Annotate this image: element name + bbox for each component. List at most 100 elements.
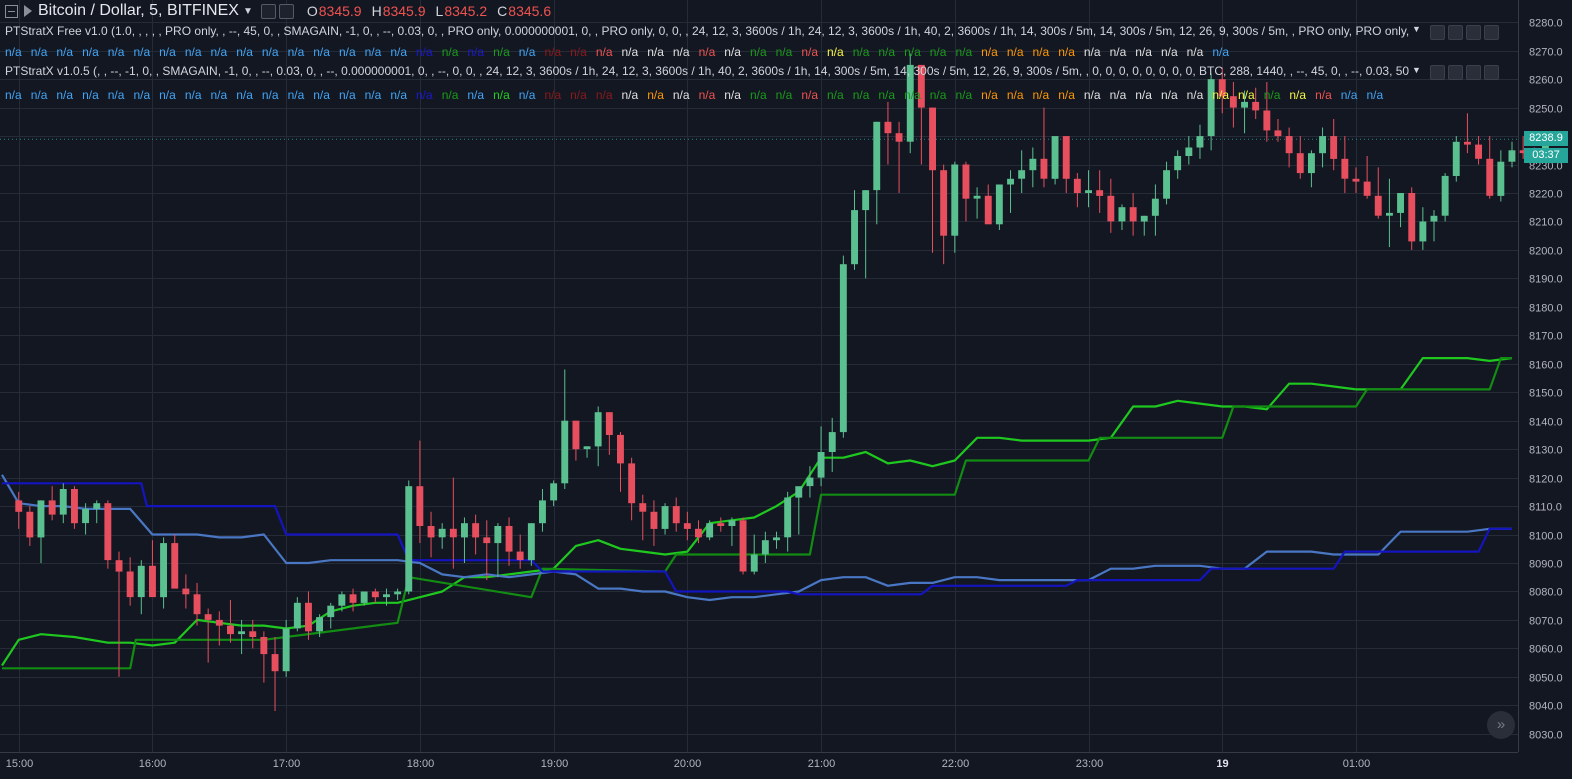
indicator-value: n/a [1109, 88, 1127, 102]
candle [204, 608, 212, 663]
indicator-value: n/a [56, 45, 74, 59]
eye-icon[interactable] [1430, 65, 1445, 80]
indicator-value: n/a [1212, 45, 1229, 59]
candle-body [15, 500, 23, 512]
candle-body [371, 591, 379, 598]
indicator-value: n/a [133, 45, 151, 59]
flag-icon[interactable] [24, 5, 32, 17]
candle-body [1218, 79, 1226, 97]
price-tick-label: 8250.0 [1529, 104, 1563, 116]
candle-body [862, 190, 870, 211]
candle [93, 500, 101, 524]
candle-body [472, 523, 480, 538]
indicator-value: n/a [749, 88, 767, 102]
candle [349, 588, 357, 612]
settings-icon[interactable] [278, 3, 294, 19]
candle [449, 477, 457, 569]
indicator-2-title[interactable]: PTStratX v1.0.5 (, , --, -1, 0, , SMAGAI… [5, 64, 1410, 78]
candle-body [1040, 158, 1048, 179]
indicator-value: n/a [1238, 88, 1255, 102]
candle-body [628, 463, 636, 504]
source-icon[interactable] [1466, 65, 1481, 80]
candle [383, 588, 390, 606]
indicator-value: n/a [595, 45, 613, 59]
collapse-icon[interactable] [5, 4, 18, 18]
symbol-title[interactable]: Bitcoin / Dollar, 5, BITFINEX [38, 2, 239, 19]
candle [505, 517, 513, 566]
indicator-1-chevron-down-icon[interactable]: ▼ [1412, 24, 1421, 34]
candle-body [1196, 136, 1204, 148]
time-axis[interactable]: 15:00 16:00 17:00 18:00 19:00 20:00 21:00 22:00… [6, 758, 1371, 770]
candle-body [895, 133, 903, 142]
eye-icon[interactable] [260, 3, 276, 19]
candle-body [951, 164, 959, 236]
close-icon[interactable] [1484, 65, 1499, 80]
candle-body [873, 121, 881, 191]
indicator-1-title[interactable]: PTStratX Free v1.0 (1.0, , , , , PRO onl… [5, 24, 1410, 38]
candle-body [806, 477, 814, 487]
chevron-down-icon[interactable]: ▼ [242, 5, 253, 17]
indicator-value: n/a [1006, 88, 1024, 102]
indicator-value: n/a [390, 45, 407, 59]
candle-body [293, 602, 301, 629]
candle-body [82, 508, 89, 524]
indicator-value: n/a [159, 45, 176, 59]
price-tick-label: 8120.0 [1529, 474, 1563, 486]
indicator-value: n/a [159, 88, 176, 102]
candle-body [416, 486, 424, 526]
candle [1341, 136, 1349, 193]
candle [527, 523, 535, 566]
candle [572, 420, 580, 461]
candle-body [1007, 178, 1014, 185]
gear-icon[interactable] [1448, 65, 1463, 80]
candle-body [1419, 221, 1427, 242]
candle [1408, 187, 1416, 250]
candle [1285, 127, 1293, 168]
indicator-value: n/a [56, 88, 74, 102]
source-icon[interactable] [1466, 25, 1481, 40]
indicator-value: n/a [672, 45, 690, 59]
price-axis[interactable]: 8030.0 8040.0 8050.0 8060.0 8070.0 8080.0 8090… [1529, 18, 1563, 742]
candle [182, 574, 190, 609]
candle [750, 534, 758, 575]
scroll-to-realtime-button[interactable]: » [1487, 711, 1515, 739]
candle [594, 406, 602, 467]
indicator-2-controls [1430, 65, 1499, 80]
time-tick-label: 01:00 [1343, 758, 1371, 770]
price-tick-label: 8080.0 [1529, 587, 1563, 599]
close-icon[interactable] [1484, 25, 1499, 40]
indicator-value: n/a [1263, 88, 1281, 102]
candle [1274, 119, 1282, 142]
candle [338, 591, 346, 612]
candle-body [583, 446, 591, 450]
indicator-value: n/a [416, 45, 433, 59]
price-tick-label: 8280.0 [1529, 18, 1563, 30]
candle-body [884, 121, 892, 134]
candle [293, 597, 301, 632]
candle [1475, 136, 1482, 165]
candle-body [1051, 136, 1059, 179]
candle-body [1229, 96, 1237, 108]
ohlc-key: O [306, 3, 318, 19]
indicator-line-3 [1, 474, 1512, 602]
gear-icon[interactable] [1448, 25, 1463, 40]
indicator-value: n/a [749, 45, 767, 59]
candle-body [1151, 198, 1159, 216]
candle-body [717, 523, 725, 526]
indicator-2-chevron-down-icon[interactable]: ▼ [1412, 65, 1421, 75]
indicator-value: n/a [955, 45, 973, 59]
eye-icon[interactable] [1430, 25, 1445, 40]
candle [862, 190, 870, 279]
candle [316, 614, 323, 637]
candle [650, 500, 658, 546]
indicator-value: n/a [1186, 88, 1204, 102]
candle-body [683, 523, 691, 529]
ohlc-value: 8345.6 [508, 3, 552, 19]
candle [405, 480, 413, 595]
candle [1486, 136, 1494, 199]
indicator-value: n/a [1058, 45, 1075, 59]
candle [1430, 210, 1438, 242]
candle-body [204, 614, 212, 620]
